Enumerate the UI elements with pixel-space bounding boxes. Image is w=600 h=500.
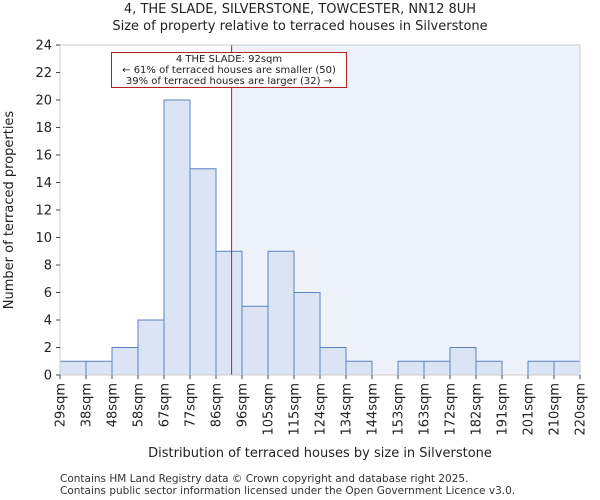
x-tick-label: 115sqm bbox=[288, 383, 303, 436]
x-axis-label: Distribution of terraced houses by size … bbox=[148, 446, 492, 461]
histogram-bar bbox=[267, 250, 295, 376]
x-tick-label: 96sqm bbox=[236, 383, 251, 427]
x-tick-label: 201sqm bbox=[522, 383, 537, 436]
annotation-smaller: ← 61% of terraced houses are smaller (50… bbox=[122, 65, 336, 76]
histogram-bar bbox=[189, 168, 217, 376]
x-tick-label: 105sqm bbox=[262, 383, 277, 436]
histogram-bar bbox=[137, 319, 165, 376]
y-axis-label: Number of terraced properties bbox=[2, 111, 17, 310]
footer-copyright: Contains HM Land Registry data © Crown c… bbox=[60, 473, 469, 485]
y-tick-label: 0 bbox=[44, 369, 52, 384]
histogram-bar bbox=[449, 347, 477, 376]
histogram-bar bbox=[397, 360, 425, 376]
histogram-bar bbox=[241, 305, 269, 376]
y-tick-label: 12 bbox=[35, 204, 52, 219]
histogram-bar bbox=[111, 347, 139, 376]
y-tick-label: 6 bbox=[44, 286, 52, 301]
x-tick-label: 191sqm bbox=[496, 383, 511, 436]
y-tick-label: 4 bbox=[44, 314, 52, 329]
y-tick-label: 22 bbox=[35, 66, 52, 81]
histogram-bar bbox=[85, 360, 113, 376]
histogram-bar bbox=[345, 360, 373, 376]
histogram-bar bbox=[215, 250, 243, 376]
x-tick-label: 77sqm bbox=[184, 383, 199, 427]
x-tick-label: 210sqm bbox=[548, 383, 563, 436]
x-tick-label: 220sqm bbox=[574, 383, 589, 436]
x-tick-label: 163sqm bbox=[418, 383, 433, 436]
footer-licence: Contains public sector information licen… bbox=[60, 485, 516, 497]
x-tick-label: 172sqm bbox=[444, 383, 459, 436]
y-tick-label: 14 bbox=[35, 176, 52, 191]
x-tick-label: 48sqm bbox=[106, 383, 121, 427]
y-tick-label: 2 bbox=[44, 341, 52, 356]
histogram-bar bbox=[475, 360, 503, 376]
x-tick-label: 86sqm bbox=[210, 383, 225, 427]
y-tick-label: 10 bbox=[35, 231, 52, 246]
annotation-larger: 39% of terraced houses are larger (32) → bbox=[125, 76, 333, 87]
histogram-bar bbox=[163, 99, 191, 376]
y-tick-label: 18 bbox=[35, 121, 52, 136]
x-tick-label: 134sqm bbox=[340, 383, 355, 436]
x-tick-label: 29sqm bbox=[54, 383, 69, 427]
x-tick-label: 58sqm bbox=[132, 383, 147, 427]
x-tick-label: 153sqm bbox=[392, 383, 407, 436]
annotation-box: 4 THE SLADE: 92sqm ← 61% of terraced hou… bbox=[111, 52, 347, 88]
histogram-bar bbox=[553, 360, 581, 376]
x-tick-label: 124sqm bbox=[314, 383, 329, 436]
y-tick-label: 16 bbox=[35, 149, 52, 164]
annotation-title: 4 THE SLADE: 92sqm bbox=[175, 54, 283, 65]
y-tick-label: 8 bbox=[44, 259, 52, 274]
x-tick-label: 144sqm bbox=[366, 383, 381, 436]
histogram-bar bbox=[423, 360, 451, 376]
histogram-bar bbox=[527, 360, 555, 376]
chart-subtitle: Size of property relative to terraced ho… bbox=[112, 19, 488, 34]
histogram-bar bbox=[59, 360, 87, 376]
y-tick-label: 20 bbox=[35, 94, 52, 109]
x-tick-label: 182sqm bbox=[470, 383, 485, 436]
chart-title: 4, THE SLADE, SILVERSTONE, TOWCESTER, NN… bbox=[123, 2, 477, 17]
x-tick-label: 67sqm bbox=[158, 383, 173, 427]
x-tick-label: 38sqm bbox=[80, 383, 95, 427]
histogram-bar bbox=[319, 347, 347, 376]
histogram-bar bbox=[293, 292, 321, 376]
y-tick-label: 24 bbox=[35, 39, 52, 54]
